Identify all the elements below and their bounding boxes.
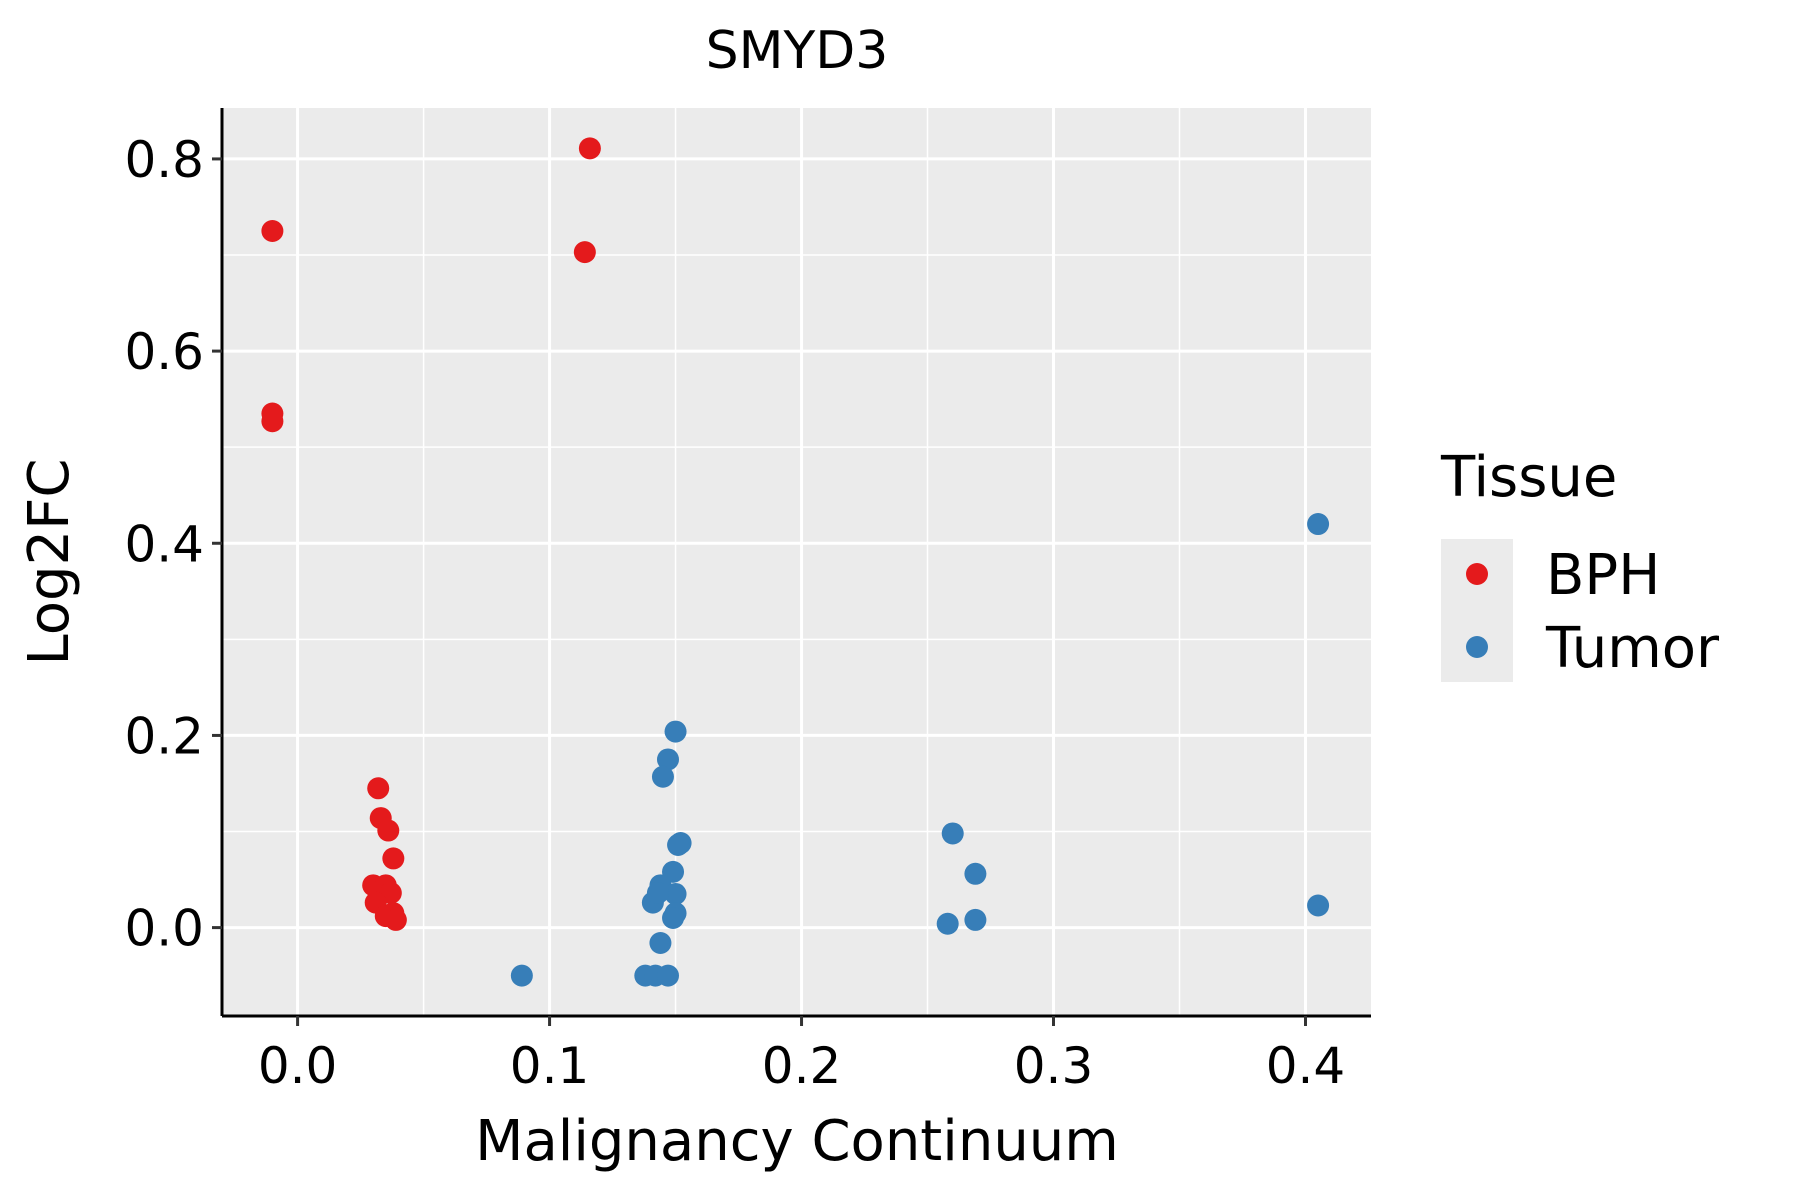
point-bph xyxy=(382,847,405,870)
legend-key-bph xyxy=(1466,563,1488,585)
data-points xyxy=(261,137,1330,987)
point-tumor xyxy=(656,748,679,771)
legend-key-tumor xyxy=(1466,636,1488,658)
point-tumor xyxy=(1307,513,1330,536)
point-bph xyxy=(377,819,400,842)
x-tick-label: 0.3 xyxy=(1014,1037,1094,1095)
point-bph xyxy=(384,908,407,931)
x-tick-label: 0.1 xyxy=(510,1037,590,1095)
x-tick-label: 0.2 xyxy=(762,1037,842,1095)
grid-lines xyxy=(222,108,1371,1016)
point-bph xyxy=(578,137,601,160)
legend-label-tumor: Tumor xyxy=(1545,616,1720,681)
point-tumor xyxy=(667,833,690,856)
y-tick-label: 0.4 xyxy=(124,515,204,573)
point-tumor xyxy=(646,882,669,905)
point-bph xyxy=(367,777,390,800)
point-tumor xyxy=(941,822,964,845)
point-tumor xyxy=(664,720,687,743)
y-tick-label: 0.2 xyxy=(124,707,204,765)
point-bph xyxy=(261,410,284,433)
point-bph xyxy=(261,219,284,242)
point-tumor xyxy=(1307,894,1330,917)
x-tick-label: 0.0 xyxy=(258,1037,338,1095)
point-tumor xyxy=(936,912,959,935)
legend: Tissue BPH Tumor xyxy=(1440,445,1720,682)
x-tick-label: 0.4 xyxy=(1266,1037,1346,1095)
point-bph xyxy=(573,241,596,264)
legend-title: Tissue xyxy=(1440,445,1617,510)
point-tumor xyxy=(649,931,672,954)
y-axis-title: Log2FC xyxy=(17,459,82,666)
y-tick-label: 0.6 xyxy=(124,323,204,381)
point-tumor xyxy=(964,862,987,885)
point-tumor xyxy=(510,964,533,987)
point-tumor xyxy=(656,964,679,987)
chart-title: SMYD3 xyxy=(706,21,889,81)
y-tick-label: 0.8 xyxy=(124,131,204,189)
point-tumor xyxy=(662,906,685,929)
y-tick-label: 0.0 xyxy=(124,900,204,958)
point-tumor xyxy=(651,765,674,788)
legend-label-bph: BPH xyxy=(1546,543,1660,608)
legend-key-background xyxy=(1441,539,1513,682)
axis-ticks: 0.0 0.1 0.2 0.3 0.4 0.0 0.2 0.4 0.6 0.8 xyxy=(124,131,1345,1095)
x-axis-title: Malignancy Continuum xyxy=(475,1109,1119,1174)
point-tumor xyxy=(964,908,987,931)
point-tumor xyxy=(664,882,687,905)
